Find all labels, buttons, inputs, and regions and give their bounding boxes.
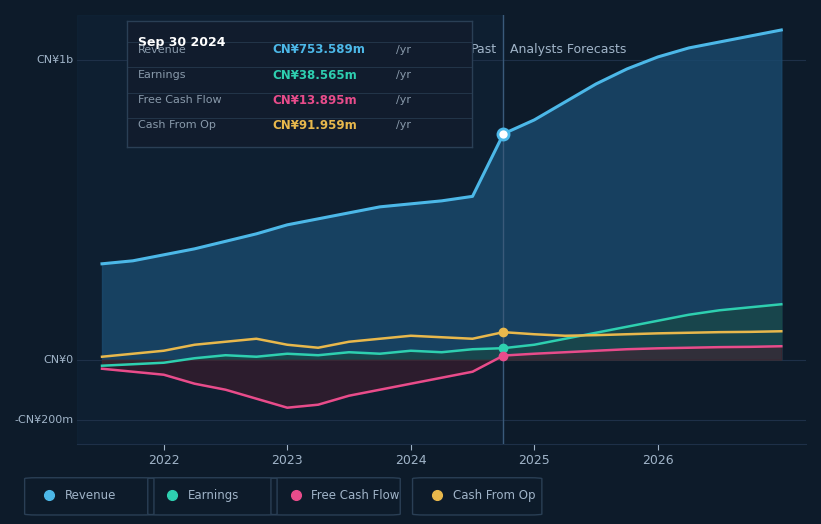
Text: CN¥13.895m: CN¥13.895m	[272, 94, 356, 107]
Text: Earnings: Earnings	[188, 489, 239, 501]
Text: Analysts Forecasts: Analysts Forecasts	[510, 42, 626, 56]
Text: CN¥91.959m: CN¥91.959m	[272, 119, 357, 132]
Text: Revenue: Revenue	[65, 489, 116, 501]
Text: CN¥1b: CN¥1b	[37, 55, 74, 65]
Text: Cash From Op: Cash From Op	[452, 489, 535, 501]
Text: /yr: /yr	[397, 95, 411, 105]
Text: Sep 30 2024: Sep 30 2024	[138, 36, 225, 49]
Text: Free Cash Flow: Free Cash Flow	[311, 489, 399, 501]
Text: Free Cash Flow: Free Cash Flow	[138, 95, 221, 105]
Text: Past: Past	[471, 42, 498, 56]
Text: CN¥753.589m: CN¥753.589m	[272, 43, 365, 57]
Text: /yr: /yr	[397, 121, 411, 130]
Bar	[77, 15, 503, 444]
Text: /yr: /yr	[397, 70, 411, 80]
Text: Revenue: Revenue	[138, 45, 186, 55]
Text: -CN¥200m: -CN¥200m	[15, 414, 74, 424]
Text: Earnings: Earnings	[138, 70, 186, 80]
Text: Cash From Op: Cash From Op	[138, 121, 215, 130]
Text: CN¥38.565m: CN¥38.565m	[272, 69, 357, 82]
Text: /yr: /yr	[397, 45, 411, 55]
Text: CN¥0: CN¥0	[44, 355, 74, 365]
